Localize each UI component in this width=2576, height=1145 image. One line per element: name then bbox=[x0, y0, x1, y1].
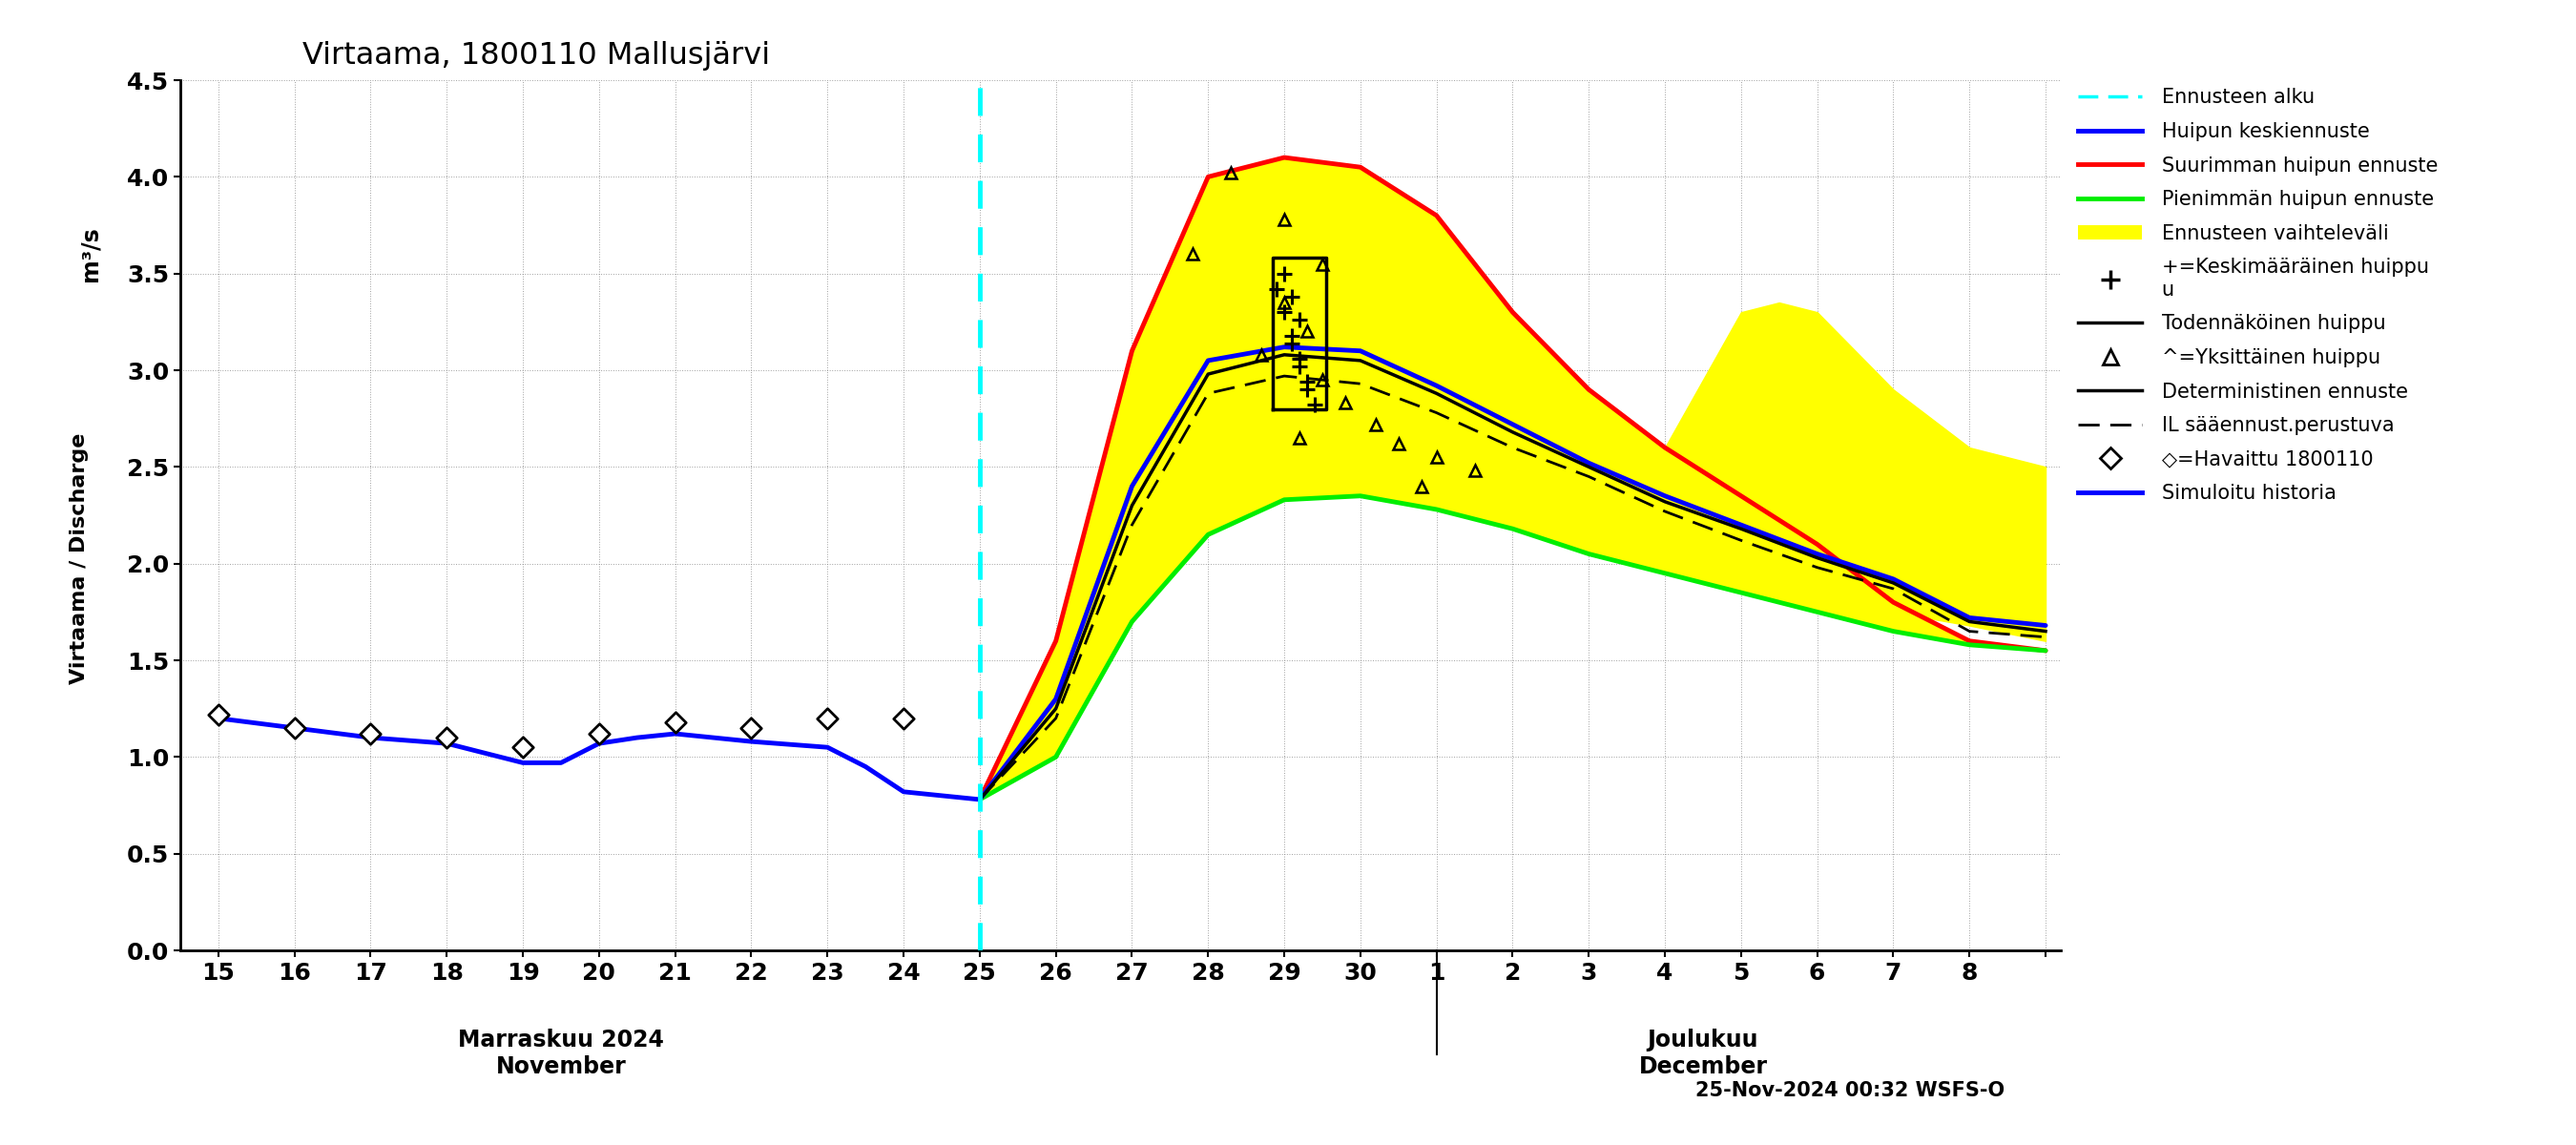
Point bbox=[273, 719, 314, 737]
Point bbox=[502, 739, 544, 757]
Point bbox=[350, 725, 392, 743]
Point bbox=[884, 709, 925, 727]
Point bbox=[425, 728, 466, 747]
Point bbox=[732, 719, 773, 737]
Legend: Ennusteen alku, Huipun keskiennuste, Suurimman huipun ennuste, Pienimmän huipun : Ennusteen alku, Huipun keskiennuste, Suu… bbox=[2071, 80, 2445, 511]
Point bbox=[806, 709, 848, 727]
Text: Virtaama / Discharge: Virtaama / Discharge bbox=[70, 433, 88, 685]
Text: Virtaama, 1800110 Mallusjärvi: Virtaama, 1800110 Mallusjärvi bbox=[301, 41, 770, 71]
Text: 25-Nov-2024 00:32 WSFS-O: 25-Nov-2024 00:32 WSFS-O bbox=[1695, 1081, 2004, 1100]
Text: Joulukuu
December: Joulukuu December bbox=[1638, 1028, 1767, 1079]
Point bbox=[198, 705, 240, 724]
Text: m³/s: m³/s bbox=[80, 227, 100, 282]
Text: Marraskuu 2024
November: Marraskuu 2024 November bbox=[459, 1028, 665, 1079]
Point bbox=[580, 725, 621, 743]
Point bbox=[654, 713, 696, 732]
